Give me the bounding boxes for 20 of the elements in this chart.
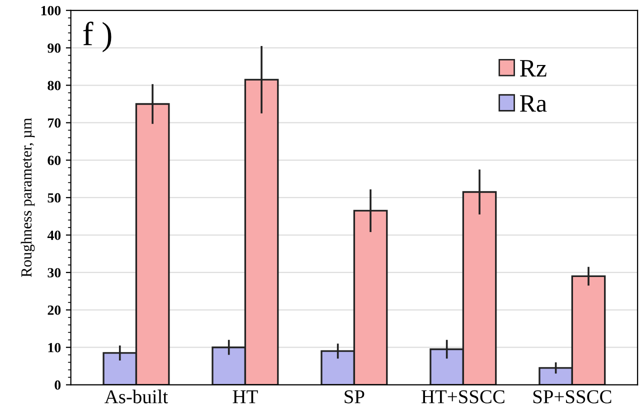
- legend-label: Rz: [520, 60, 546, 76]
- y-axis-title: Roughness parameter, µm: [20, 118, 35, 277]
- y-tick-label: 10: [48, 342, 61, 352]
- legend-label: Ra: [520, 95, 547, 112]
- x-tick-label: SP: [344, 390, 364, 404]
- x-tick-label: HT+SSCC: [422, 390, 504, 404]
- y-tick-label: 0: [54, 380, 61, 390]
- x-tick-label: As-built: [104, 390, 168, 404]
- y-tick-label: 60: [48, 156, 61, 166]
- y-tick-label: 90: [48, 43, 61, 53]
- y-tick-label: 20: [48, 306, 61, 315]
- y-tick-label: 100: [41, 6, 61, 16]
- y-tick-label: 50: [48, 193, 61, 203]
- x-tick-label: SP+SSCC: [533, 390, 612, 404]
- y-tick-label: 70: [48, 118, 61, 128]
- y-tick-label: 30: [48, 268, 61, 278]
- y-tick-label: 40: [47, 230, 61, 240]
- y-tick-label: 80: [48, 80, 61, 90]
- x-tick-label: HT: [232, 390, 258, 404]
- annotation: f ): [83, 22, 112, 52]
